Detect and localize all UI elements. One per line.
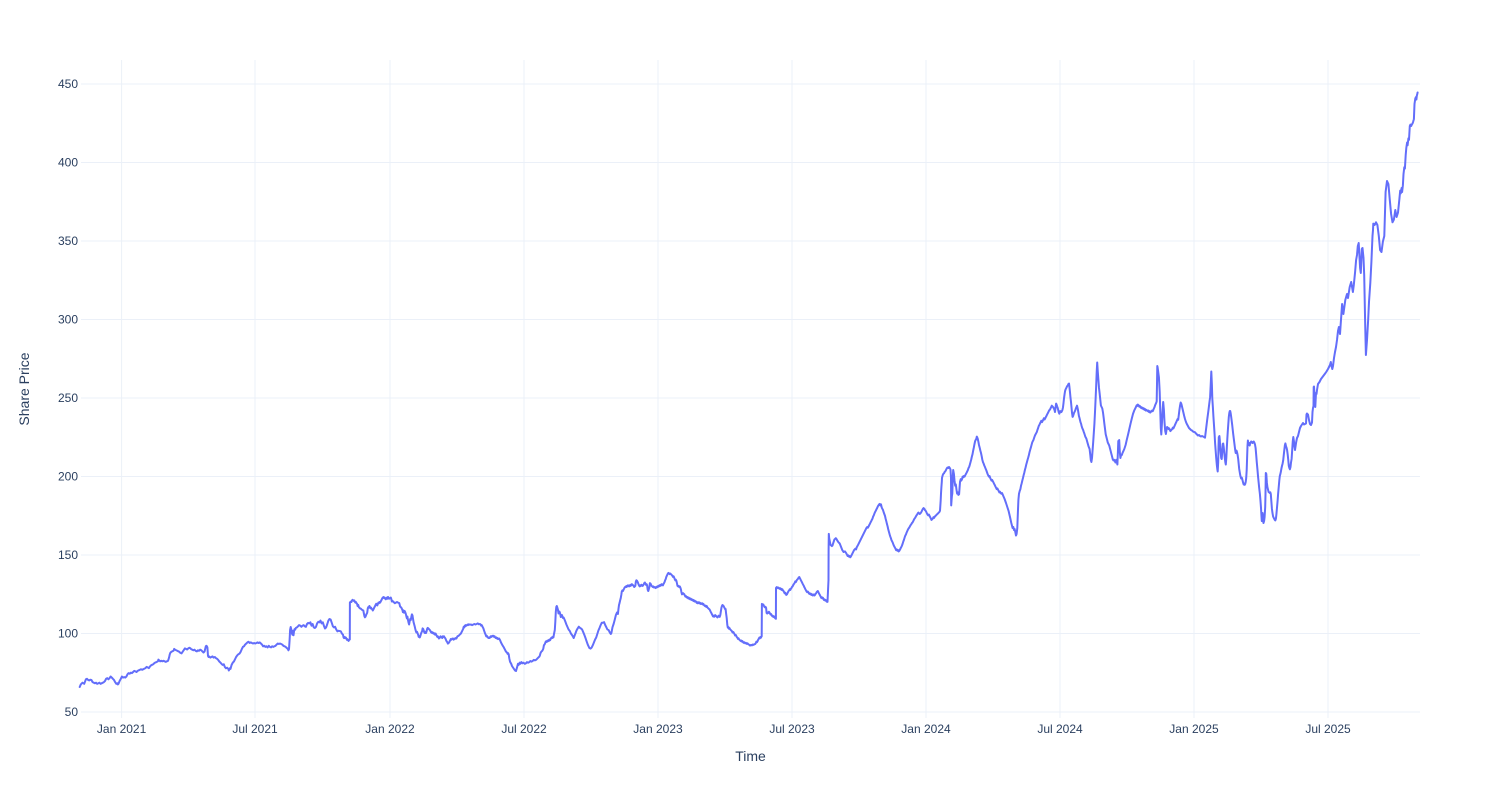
svg-text:450: 450 xyxy=(58,77,78,91)
svg-text:Share Price: Share Price xyxy=(16,352,32,425)
svg-text:Jan 2023: Jan 2023 xyxy=(633,722,683,736)
svg-text:Jul 2021: Jul 2021 xyxy=(232,722,278,736)
svg-text:400: 400 xyxy=(58,156,78,170)
svg-text:350: 350 xyxy=(58,234,78,248)
svg-text:Jan 2025: Jan 2025 xyxy=(1169,722,1219,736)
svg-text:150: 150 xyxy=(58,548,78,562)
svg-text:Jul 2025: Jul 2025 xyxy=(1305,722,1351,736)
svg-text:250: 250 xyxy=(58,391,78,405)
svg-text:100: 100 xyxy=(58,627,78,641)
svg-text:200: 200 xyxy=(58,470,78,484)
svg-text:Jan 2021: Jan 2021 xyxy=(97,722,147,736)
svg-text:Jul 2024: Jul 2024 xyxy=(1037,722,1083,736)
svg-text:Jan 2024: Jan 2024 xyxy=(901,722,951,736)
svg-text:Jul 2023: Jul 2023 xyxy=(769,722,815,736)
svg-text:Jul 2022: Jul 2022 xyxy=(501,722,547,736)
svg-text:Jan 2022: Jan 2022 xyxy=(365,722,415,736)
svg-text:50: 50 xyxy=(65,705,79,719)
svg-text:Time: Time xyxy=(735,748,766,764)
svg-text:300: 300 xyxy=(58,313,78,327)
